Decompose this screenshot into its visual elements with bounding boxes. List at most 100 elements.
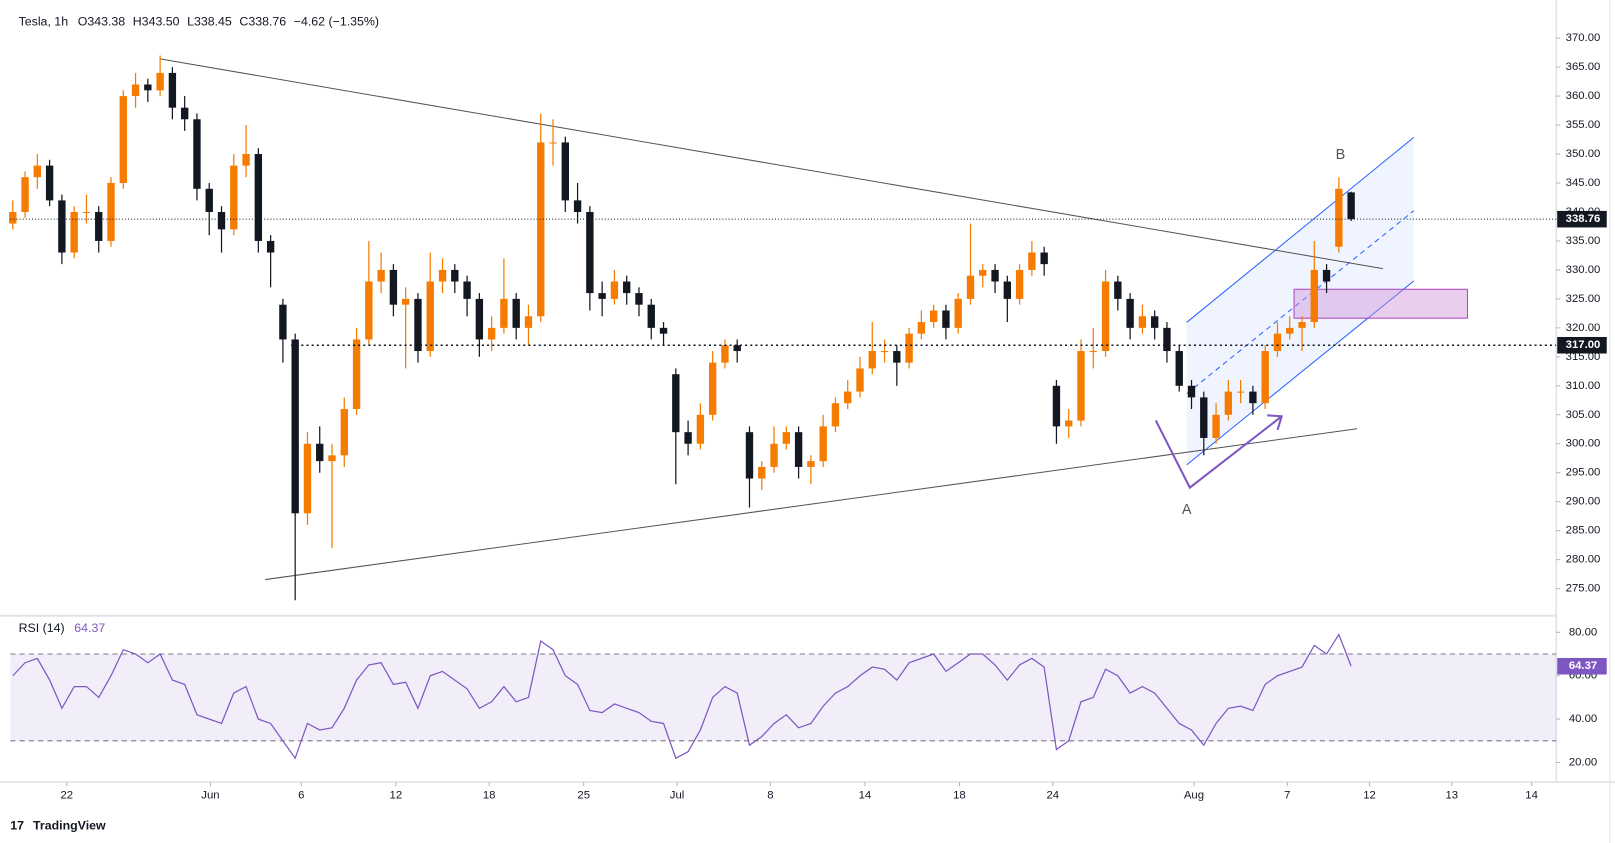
candle-body [107, 183, 115, 241]
candle-body [573, 200, 582, 212]
y-tick-label: 295.00 [1566, 467, 1601, 479]
candle-body [623, 281, 631, 294]
candle-body [279, 304, 287, 340]
candle-body [524, 316, 533, 328]
rsi-badge-label: 64.37 [1569, 660, 1597, 672]
candle-body [819, 426, 827, 462]
candle-body [33, 165, 42, 178]
candle-body [82, 211, 91, 214]
y-tick-label: 365.00 [1566, 61, 1601, 73]
candle-body [905, 333, 913, 363]
y-tick-label: 350.00 [1566, 148, 1601, 160]
candle-body [316, 443, 324, 462]
candle-body [647, 304, 655, 328]
candle-body [1236, 391, 1245, 393]
rsi-band-fill [10, 654, 1557, 741]
candle-body [1286, 327, 1294, 334]
x-tick-label: 12 [390, 789, 403, 801]
x-tick-label: 24 [1046, 789, 1059, 801]
candle-body [1077, 351, 1085, 421]
candle-body [1335, 188, 1343, 247]
y-tick-label: 280.00 [1566, 554, 1601, 566]
candle-body [463, 281, 471, 299]
candle-body [414, 298, 422, 352]
candle-body [782, 432, 791, 444]
candle-body [340, 408, 348, 456]
trendline-upper [159, 58, 1383, 270]
candle-body [1224, 391, 1233, 415]
x-tick-label: 14 [859, 789, 872, 801]
x-tick-label: 13 [1446, 789, 1459, 801]
y-tick-label: 360.00 [1566, 90, 1601, 102]
candle-body [242, 154, 250, 166]
candle-body [598, 293, 606, 299]
symbol: Tesla, 1h [19, 15, 69, 29]
y-tick-label: 370.00 [1566, 32, 1601, 44]
candle-body [1310, 269, 1318, 323]
y-tick-label: 275.00 [1566, 583, 1601, 595]
rsi-badge [1557, 657, 1607, 675]
candle-body [942, 310, 950, 328]
candle-body [831, 403, 840, 427]
candle-body [1273, 333, 1282, 352]
candle-body [708, 362, 717, 415]
candle-body [328, 455, 336, 462]
candle-body [119, 96, 127, 184]
candle-body [659, 327, 668, 334]
level-badge [1557, 336, 1607, 354]
candle-body [144, 84, 152, 91]
candle-body [438, 269, 447, 282]
y-tick-label: 325.00 [1566, 293, 1601, 305]
candle-body [230, 165, 238, 230]
candle-body [770, 443, 778, 467]
candle-body [500, 298, 508, 328]
candle-body [1150, 316, 1159, 328]
candle-body [180, 107, 189, 120]
candle-body [291, 339, 299, 514]
channel-middle [1186, 210, 1415, 395]
candle-body [1003, 281, 1012, 299]
candle-body [193, 119, 201, 189]
x-tick-label: Jun [201, 789, 219, 801]
candle-body [1212, 414, 1220, 438]
rsi-value: 64.37 [74, 621, 105, 635]
brand: TradingView [33, 819, 106, 833]
rsi-y-tick-label: 20.00 [1569, 757, 1597, 769]
candle-body [561, 142, 569, 201]
candle-body [635, 293, 643, 305]
candle-body [893, 351, 901, 363]
candle-body [475, 298, 484, 340]
candle-body [1040, 252, 1048, 265]
candle-body [733, 345, 741, 352]
y-tick-label: 285.00 [1566, 525, 1601, 537]
last-price-label: 338.76 [1566, 213, 1601, 225]
rsi-y-tick-label: 40.00 [1569, 713, 1597, 725]
candle-body [1261, 351, 1269, 404]
candle-body [966, 275, 975, 299]
x-tick-label: 8 [767, 789, 773, 801]
candle-body [9, 211, 17, 224]
y-tick-label: 305.00 [1566, 409, 1601, 421]
candle-body [1114, 281, 1122, 299]
x-tick-label: 18 [483, 789, 496, 801]
candle-body [696, 414, 705, 444]
trendline-lower [265, 428, 1358, 581]
close: C338.76 [239, 15, 286, 29]
candle-body [402, 298, 410, 305]
candle-body [1175, 351, 1183, 386]
candle-body [1028, 252, 1036, 270]
candle-body [1052, 385, 1061, 427]
candle-body [168, 72, 177, 108]
candle-body [954, 298, 962, 328]
x-tick-label: 25 [577, 789, 590, 801]
candle-body [1347, 192, 1355, 220]
candle-body [991, 269, 999, 282]
x-tick-label: Jul [670, 789, 685, 801]
candle-body [610, 281, 619, 299]
y-tick-label: 315.00 [1566, 351, 1601, 363]
candle-body [45, 165, 54, 201]
candle-body [131, 84, 140, 97]
candle-body [1126, 298, 1134, 328]
